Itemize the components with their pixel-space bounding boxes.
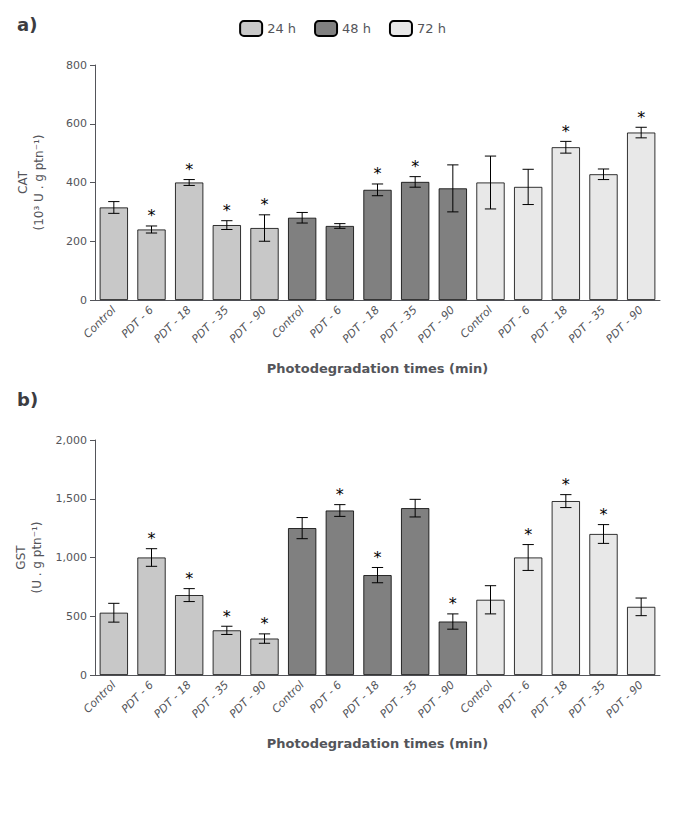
svg-text:PDT - 18: PDT - 18 [528,678,570,720]
svg-text:PDT - 18: PDT - 18 [340,678,382,720]
svg-text:PDT - 35: PDT - 35 [566,303,608,345]
svg-text:(10³ U . g ptn⁻¹): (10³ U . g ptn⁻¹) [32,135,46,231]
svg-text:PDT - 35: PDT - 35 [189,303,231,345]
svg-text:*: * [374,164,382,183]
svg-text:Control: Control [458,678,495,715]
svg-text:*: * [449,594,457,613]
svg-text:*: * [148,206,156,225]
svg-text:PDT - 35: PDT - 35 [566,678,608,720]
svg-text:Control: Control [269,678,306,715]
svg-text:PDT - 35: PDT - 35 [378,678,420,720]
svg-text:24 h: 24 h [267,21,296,36]
svg-text:PDT - 18: PDT - 18 [152,678,194,720]
svg-text:*: * [148,529,156,548]
svg-text:PDT - 18: PDT - 18 [528,303,570,345]
svg-text:PDT - 18: PDT - 18 [340,303,382,345]
svg-text:*: * [185,160,193,179]
svg-text:*: * [562,122,570,141]
svg-text:PDT - 90: PDT - 90 [604,303,646,345]
svg-text:1,500: 1,500 [56,492,88,505]
svg-text:*: * [185,569,193,588]
svg-text:500: 500 [66,610,87,623]
svg-text:600: 600 [66,117,87,130]
svg-text:PDT - 6: PDT - 6 [495,303,532,340]
svg-text:PDT - 90: PDT - 90 [227,678,269,720]
svg-text:*: * [223,607,231,626]
svg-text:*: * [336,485,344,504]
svg-text:PDT - 90: PDT - 90 [227,303,269,345]
svg-text:72 h: 72 h [417,21,446,36]
svg-text:(U . g ptn⁻¹): (U . g ptn⁻¹) [30,521,44,593]
svg-text:CAT: CAT [16,170,30,194]
svg-text:Control: Control [458,303,495,340]
svg-text:*: * [374,548,382,567]
svg-text:0: 0 [80,669,87,682]
svg-text:PDT - 90: PDT - 90 [604,678,646,720]
svg-text:2,000: 2,000 [56,434,88,447]
svg-text:*: * [524,525,532,544]
svg-text:Photodegradation times (min): Photodegradation times (min) [267,736,488,751]
svg-text:PDT - 6: PDT - 6 [495,678,532,715]
svg-text:*: * [637,108,645,127]
svg-text:PDT - 35: PDT - 35 [378,303,420,345]
svg-text:*: * [411,157,419,176]
svg-text:*: * [261,614,269,633]
svg-text:*: * [562,475,570,494]
svg-text:b): b) [17,389,38,410]
svg-text:PDT - 6: PDT - 6 [307,678,344,715]
svg-text:400: 400 [66,176,87,189]
svg-text:PDT - 90: PDT - 90 [415,678,457,720]
svg-text:Control: Control [81,678,118,715]
svg-text:200: 200 [66,235,87,248]
svg-text:Photodegradation times (min): Photodegradation times (min) [267,361,488,376]
svg-text:PDT - 6: PDT - 6 [119,678,156,715]
svg-text:*: * [261,195,269,214]
svg-text:Control: Control [81,303,118,340]
svg-text:800: 800 [66,59,87,72]
svg-text:48 h: 48 h [342,21,371,36]
svg-text:PDT - 6: PDT - 6 [119,303,156,340]
svg-text:PDT - 18: PDT - 18 [152,303,194,345]
svg-text:PDT - 6: PDT - 6 [307,303,344,340]
svg-text:0: 0 [80,294,87,307]
svg-text:*: * [223,201,231,220]
svg-text:a): a) [17,14,37,35]
svg-text:PDT - 90: PDT - 90 [415,303,457,345]
svg-text:*: * [600,505,608,524]
svg-text:1,000: 1,000 [56,551,88,564]
svg-text:Control: Control [269,303,306,340]
svg-text:GST: GST [14,545,28,570]
svg-text:PDT - 35: PDT - 35 [189,678,231,720]
